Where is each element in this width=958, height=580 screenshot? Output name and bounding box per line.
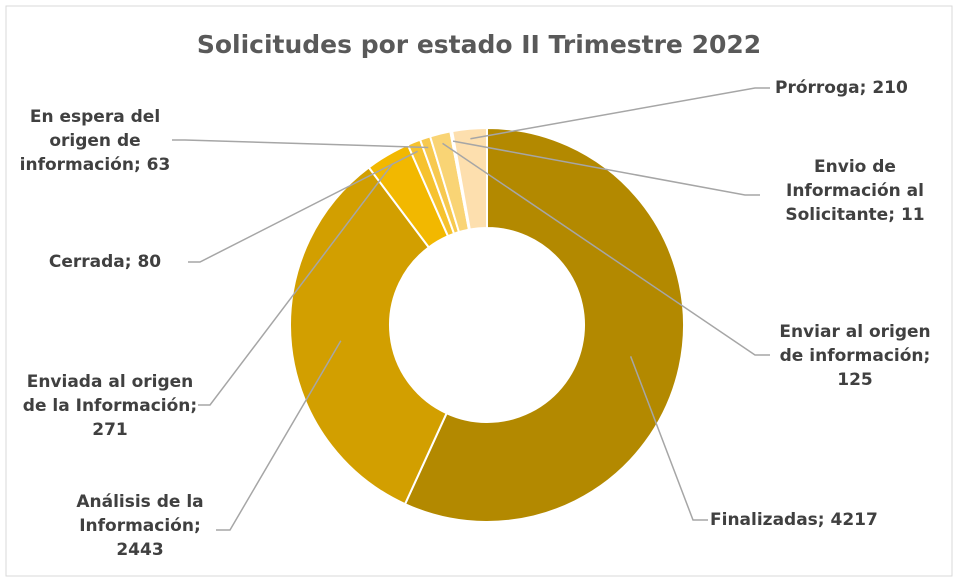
donut-slice (450, 126, 488, 231)
label-category: Análisis de la Información (76, 492, 204, 536)
data-label: Cerrada; 80 (30, 250, 180, 274)
label-value: 2443 (116, 540, 164, 560)
data-label: Enviada al origen de la Información; 271 (15, 370, 205, 442)
leader-line (470, 87, 770, 140)
label-separator: ; (190, 396, 198, 416)
data-label: Envio de Información al Solicitante; 11 (765, 155, 945, 227)
label-category: Enviar al origen de información (779, 322, 931, 366)
label-separator: ; (193, 516, 201, 536)
leader-line (216, 340, 342, 531)
label-value: 125 (837, 370, 873, 390)
data-label: Enviar al origen de información; 125 (770, 320, 940, 392)
label-category: Cerrada (48, 252, 125, 272)
label-separator: ; (133, 155, 147, 175)
label-value: 210 (872, 78, 908, 98)
leader-line (629, 356, 708, 521)
data-label: Análisis de la Información; 2443 (60, 490, 220, 562)
leader-line (442, 142, 770, 356)
label-separator: ; (124, 252, 138, 272)
chart-border (5, 5, 953, 577)
leader-line (172, 139, 429, 149)
donut-slice (403, 126, 685, 523)
data-label: En espera del origen de información; 63 (10, 105, 180, 177)
label-separator: ; (859, 78, 873, 98)
label-value: 4217 (830, 510, 878, 530)
label-category: Finalizadas (710, 510, 818, 530)
label-value: 271 (92, 420, 128, 440)
leader-line (198, 163, 394, 406)
data-label: Finalizadas; 4217 (710, 508, 910, 532)
label-category: Prórroga (775, 78, 860, 98)
label-separator: ; (888, 205, 901, 225)
chart-title: Solicitudes por estado II Trimestre 2022 (196, 30, 762, 59)
label-category: Enviada al origen de la Información (22, 372, 194, 416)
label-separator: ; (923, 346, 931, 366)
label-value: 11 (900, 205, 925, 225)
label-category: En espera del origen de información (19, 107, 161, 175)
leader-line (188, 150, 418, 263)
leader-line (452, 140, 760, 196)
label-separator: ; (817, 510, 831, 530)
label-category: Envio de Información al Solicitante (785, 157, 924, 225)
data-label: Prórroga; 210 (775, 76, 925, 100)
label-value: 63 (146, 155, 171, 175)
label-value: 80 (137, 252, 162, 272)
donut-slice (289, 166, 448, 506)
